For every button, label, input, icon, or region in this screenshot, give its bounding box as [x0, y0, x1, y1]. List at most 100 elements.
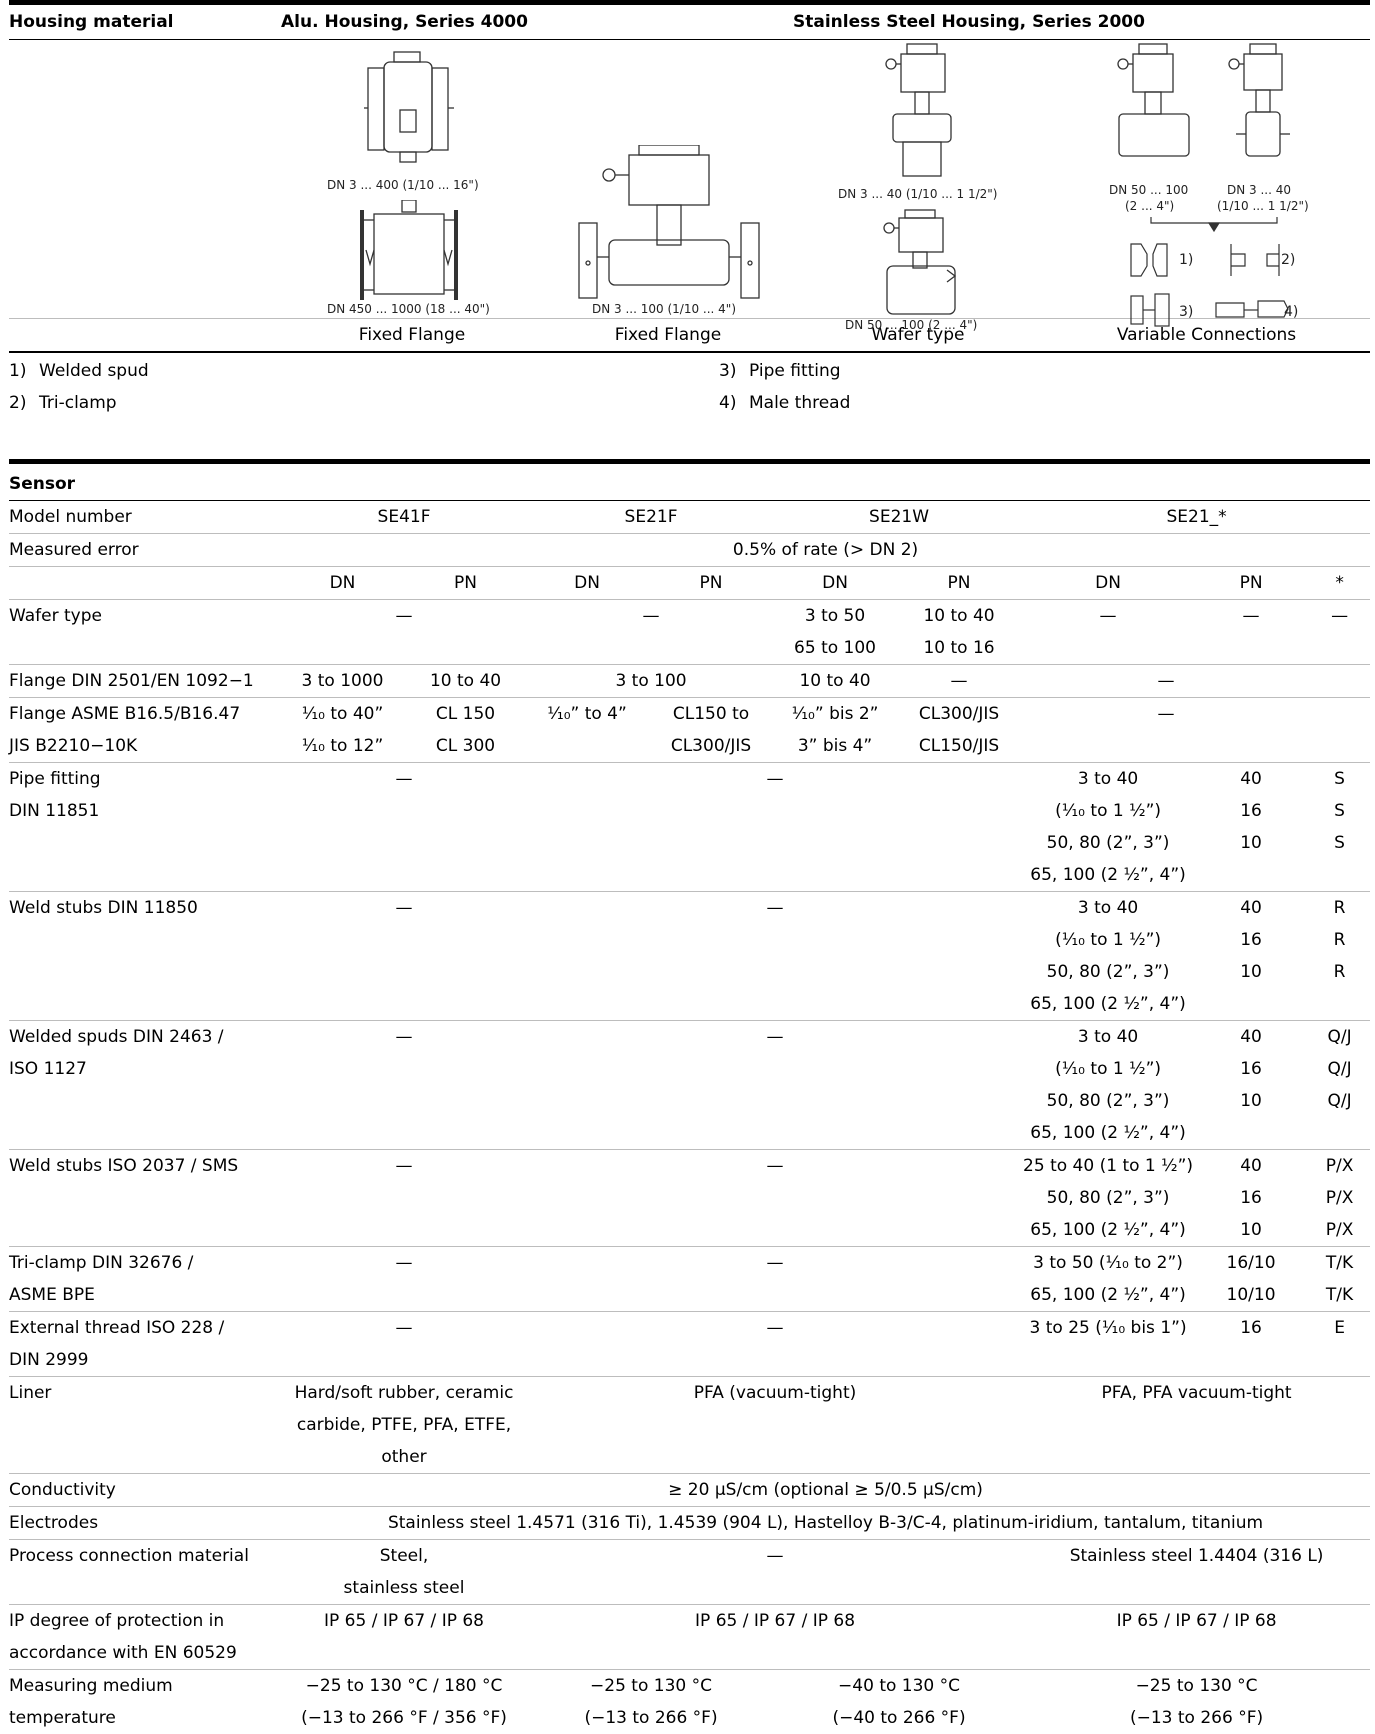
stainless-housing-heading: Stainless Steel Housing, Series 2000	[793, 12, 1145, 32]
connection-bracket	[1150, 217, 1278, 233]
cell: IP 65 / IP 67 / IP 68	[324, 1611, 484, 1631]
cell: carbide, PTFE, PFA, ETFE,	[296, 1415, 512, 1435]
cell: 65, 100 (2 ½”, 4”)	[1023, 1214, 1194, 1247]
caption-2: DN 3 ... 100 (1/10 ... 4")	[592, 302, 736, 316]
cell: 3 to 50 (¹⁄₁₀ to 2”)	[1033, 1253, 1183, 1273]
cell: IP 65 / IP 67 / IP 68	[1116, 1611, 1277, 1631]
footnotes: 1) Welded spud 3) Pipe fitting 2) Tri-cl…	[9, 355, 1370, 419]
cell: 65, 100 (2 ½”, 4”)	[1023, 1279, 1194, 1312]
dash: —	[395, 769, 413, 789]
cell: 10 to 16	[895, 632, 1024, 665]
liner-label: Liner	[9, 1383, 52, 1403]
dash: —	[395, 1156, 413, 1176]
connection-icon-3	[1130, 293, 1170, 327]
meter-drawing-fixed-flange	[578, 145, 760, 299]
caption-4a-line2: (2 ... 4")	[1125, 199, 1175, 213]
cell: 16	[1240, 801, 1262, 821]
cell: PFA, PFA vacuum-tight	[1101, 1383, 1292, 1403]
cell: 3 to 25 (¹⁄₁₀ bis 1”)	[1029, 1318, 1187, 1338]
cell: ¹⁄₁₀ to 40”	[301, 704, 384, 724]
footnote-text: Male thread	[749, 393, 851, 413]
cell: 40	[1240, 898, 1262, 918]
dash: —	[766, 1546, 784, 1566]
cell: CL150 to	[672, 704, 750, 724]
cell: Steel,	[379, 1546, 429, 1566]
cell: (¹⁄₁₀ to 1 ½”)	[1055, 801, 1162, 821]
cell: ≥ 20 µS/cm (optional ≥ 5/0.5 µS/cm)	[281, 1473, 1371, 1507]
cell: (−13 to 266 °F)	[1129, 1708, 1264, 1728]
cell: 10 to 40	[775, 664, 896, 698]
meter-drawing-wafer-small	[885, 43, 952, 177]
footnote-num: 2)	[9, 393, 27, 413]
caption-1a: DN 3 ... 400 (1/10 ... 16")	[327, 178, 479, 192]
cell: 16	[1240, 930, 1262, 950]
pcm-label: Process connection material	[9, 1546, 249, 1566]
cell: 65, 100 (2 ½”, 4”)	[1023, 859, 1194, 892]
sub-dn: DN	[281, 566, 404, 600]
cell: 10/10	[1193, 1279, 1310, 1312]
cell: 65 to 100	[775, 632, 896, 665]
cell: 3 to 1000	[281, 664, 404, 698]
cell: 10	[1240, 1091, 1262, 1111]
type-variable-connections: Variable Connections	[1116, 325, 1297, 345]
cell: S	[1334, 801, 1345, 821]
connection-icon-4	[1215, 300, 1289, 318]
cell: 16/10	[1226, 1253, 1276, 1273]
dash: —	[395, 1318, 413, 1338]
cell: stainless steel	[281, 1572, 528, 1605]
cell: 16	[1240, 1059, 1262, 1079]
cell: IP 65 / IP 67 / IP 68	[695, 1611, 856, 1631]
cell: 3 to 40	[1077, 1027, 1139, 1047]
flange-din-label: Flange DIN 2501/EN 1092−1	[9, 664, 281, 698]
dash: —	[766, 1027, 784, 1047]
cell: −40 to 130 °C	[838, 1676, 961, 1696]
dash: —	[395, 1253, 413, 1273]
cell: other	[281, 1441, 528, 1474]
footnote-text: Tri-clamp	[39, 393, 117, 413]
dash: —	[642, 606, 660, 626]
cell: 65, 100 (2 ½”, 4”)	[1023, 988, 1194, 1021]
cell: T/K	[1325, 1253, 1354, 1273]
meter-drawing-alu-small	[364, 51, 454, 163]
cell: P/X	[1325, 1188, 1354, 1208]
pipe-label-2: DIN 11851	[9, 801, 100, 821]
dash: —	[395, 606, 413, 626]
cell: —	[1023, 664, 1310, 698]
welded-spuds-label-2: ISO 1127	[9, 1059, 87, 1079]
cell: 3 to 50	[804, 606, 866, 626]
cell: ¹⁄₁₀ to 12”	[281, 730, 404, 763]
model-se21w: SE21W	[775, 501, 1024, 534]
caption-4b-line1: DN 3 ... 40	[1227, 183, 1292, 197]
cell: 40	[1240, 769, 1262, 789]
meter-drawing-alu-large	[360, 200, 458, 300]
model-label: Model number	[9, 501, 281, 534]
sensor-title: Sensor	[9, 474, 76, 494]
footnote-num: 4)	[719, 393, 737, 413]
sub-pn: PN	[895, 566, 1024, 600]
cell: ¹⁄₁₀” bis 2”	[791, 704, 879, 724]
cell: Q/J	[1327, 1091, 1352, 1111]
marker-3: 3)	[1179, 304, 1194, 320]
top-rule	[9, 0, 1370, 5]
caption-4a-line1: DN 50 ... 100	[1109, 183, 1189, 197]
cell: 10 to 40	[923, 606, 995, 626]
footnote-text: Welded spud	[39, 361, 149, 381]
cell: CL 300	[404, 730, 528, 763]
marker-1: 1)	[1179, 252, 1194, 268]
cell: 40	[1240, 1027, 1262, 1047]
footnote-num: 1)	[9, 361, 27, 381]
cell: (−13 to 266 °F)	[584, 1708, 718, 1728]
cell: 65, 100 (2 ½”, 4”)	[1023, 1117, 1194, 1150]
cell	[527, 730, 648, 763]
cell: 50, 80 (2”, 3”)	[1046, 833, 1170, 853]
sub-star: *	[1309, 566, 1371, 600]
dash: —	[395, 1027, 413, 1047]
dash: —	[766, 1156, 784, 1176]
cell: Stainless steel 1.4404 (316 L)	[1069, 1546, 1324, 1566]
cell: CL150/JIS	[895, 730, 1024, 763]
cell: −25 to 130 °C	[590, 1676, 713, 1696]
model-se21f: SE21F	[527, 501, 776, 534]
sub-dn: DN	[775, 566, 896, 600]
cell: —	[895, 664, 1024, 698]
electrodes-label: Electrodes	[9, 1506, 281, 1540]
